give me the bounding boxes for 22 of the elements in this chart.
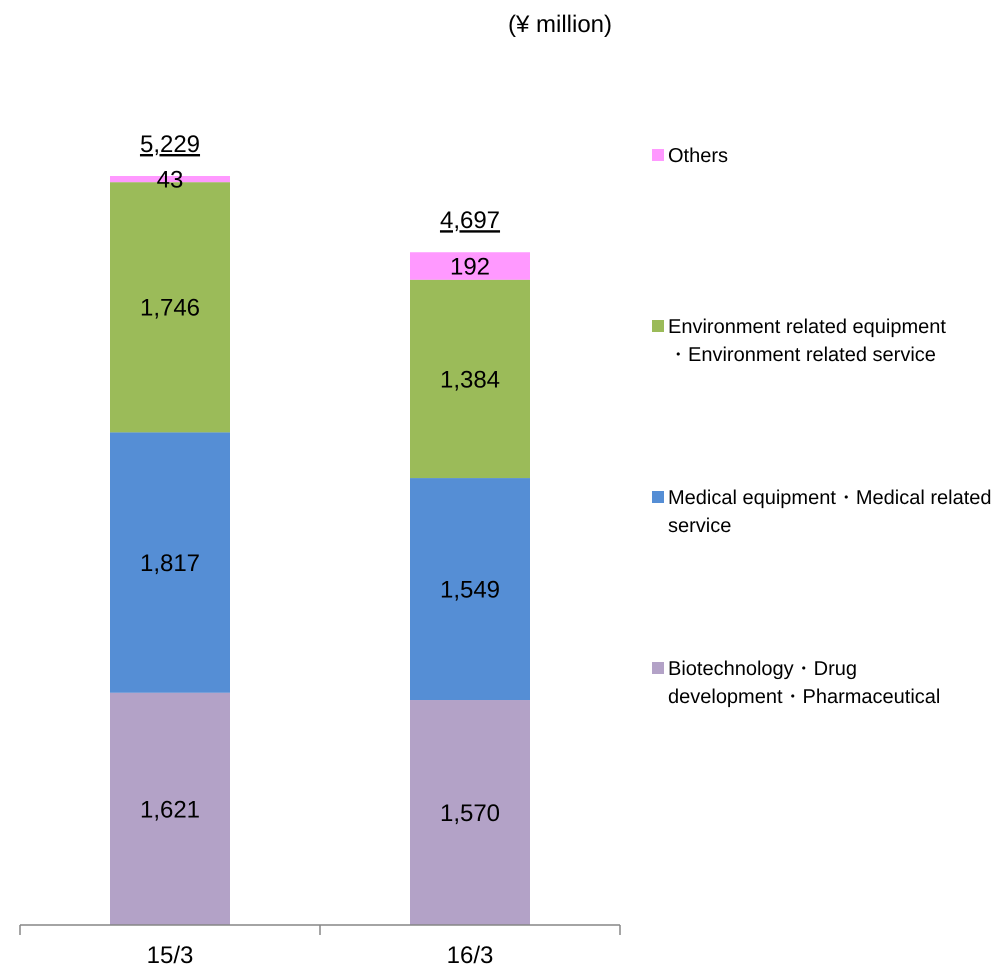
bar bbox=[110, 432, 230, 693]
legend-label: Others bbox=[668, 145, 728, 167]
x-tick-label: 15/3 bbox=[146, 942, 194, 969]
data-label: 192 bbox=[450, 253, 490, 280]
bar bbox=[110, 692, 230, 925]
data-label: 1,549 bbox=[440, 576, 500, 604]
total-label: 4,697 bbox=[440, 207, 500, 234]
data-label: 1,746 bbox=[140, 294, 200, 322]
legend-label: Medical equipment・Medical related service bbox=[668, 487, 991, 537]
data-label: 1,621 bbox=[140, 796, 200, 824]
legend-label: Biotechnology・Drug development・Pharmaceutical bbox=[668, 658, 940, 708]
bar bbox=[410, 478, 530, 700]
data-label: 1,570 bbox=[440, 800, 500, 827]
x-tick-label: 16/3 bbox=[446, 942, 494, 969]
legend-label: Environment related equipment ・Environment related service bbox=[668, 316, 946, 366]
text: (¥ million) bbox=[508, 11, 612, 38]
bar bbox=[410, 280, 530, 478]
total-label: 5,229 bbox=[140, 131, 200, 158]
data-label: 1,817 bbox=[140, 550, 200, 577]
data-label: 1,384 bbox=[440, 366, 500, 394]
bar bbox=[410, 252, 530, 280]
bar bbox=[410, 700, 530, 925]
